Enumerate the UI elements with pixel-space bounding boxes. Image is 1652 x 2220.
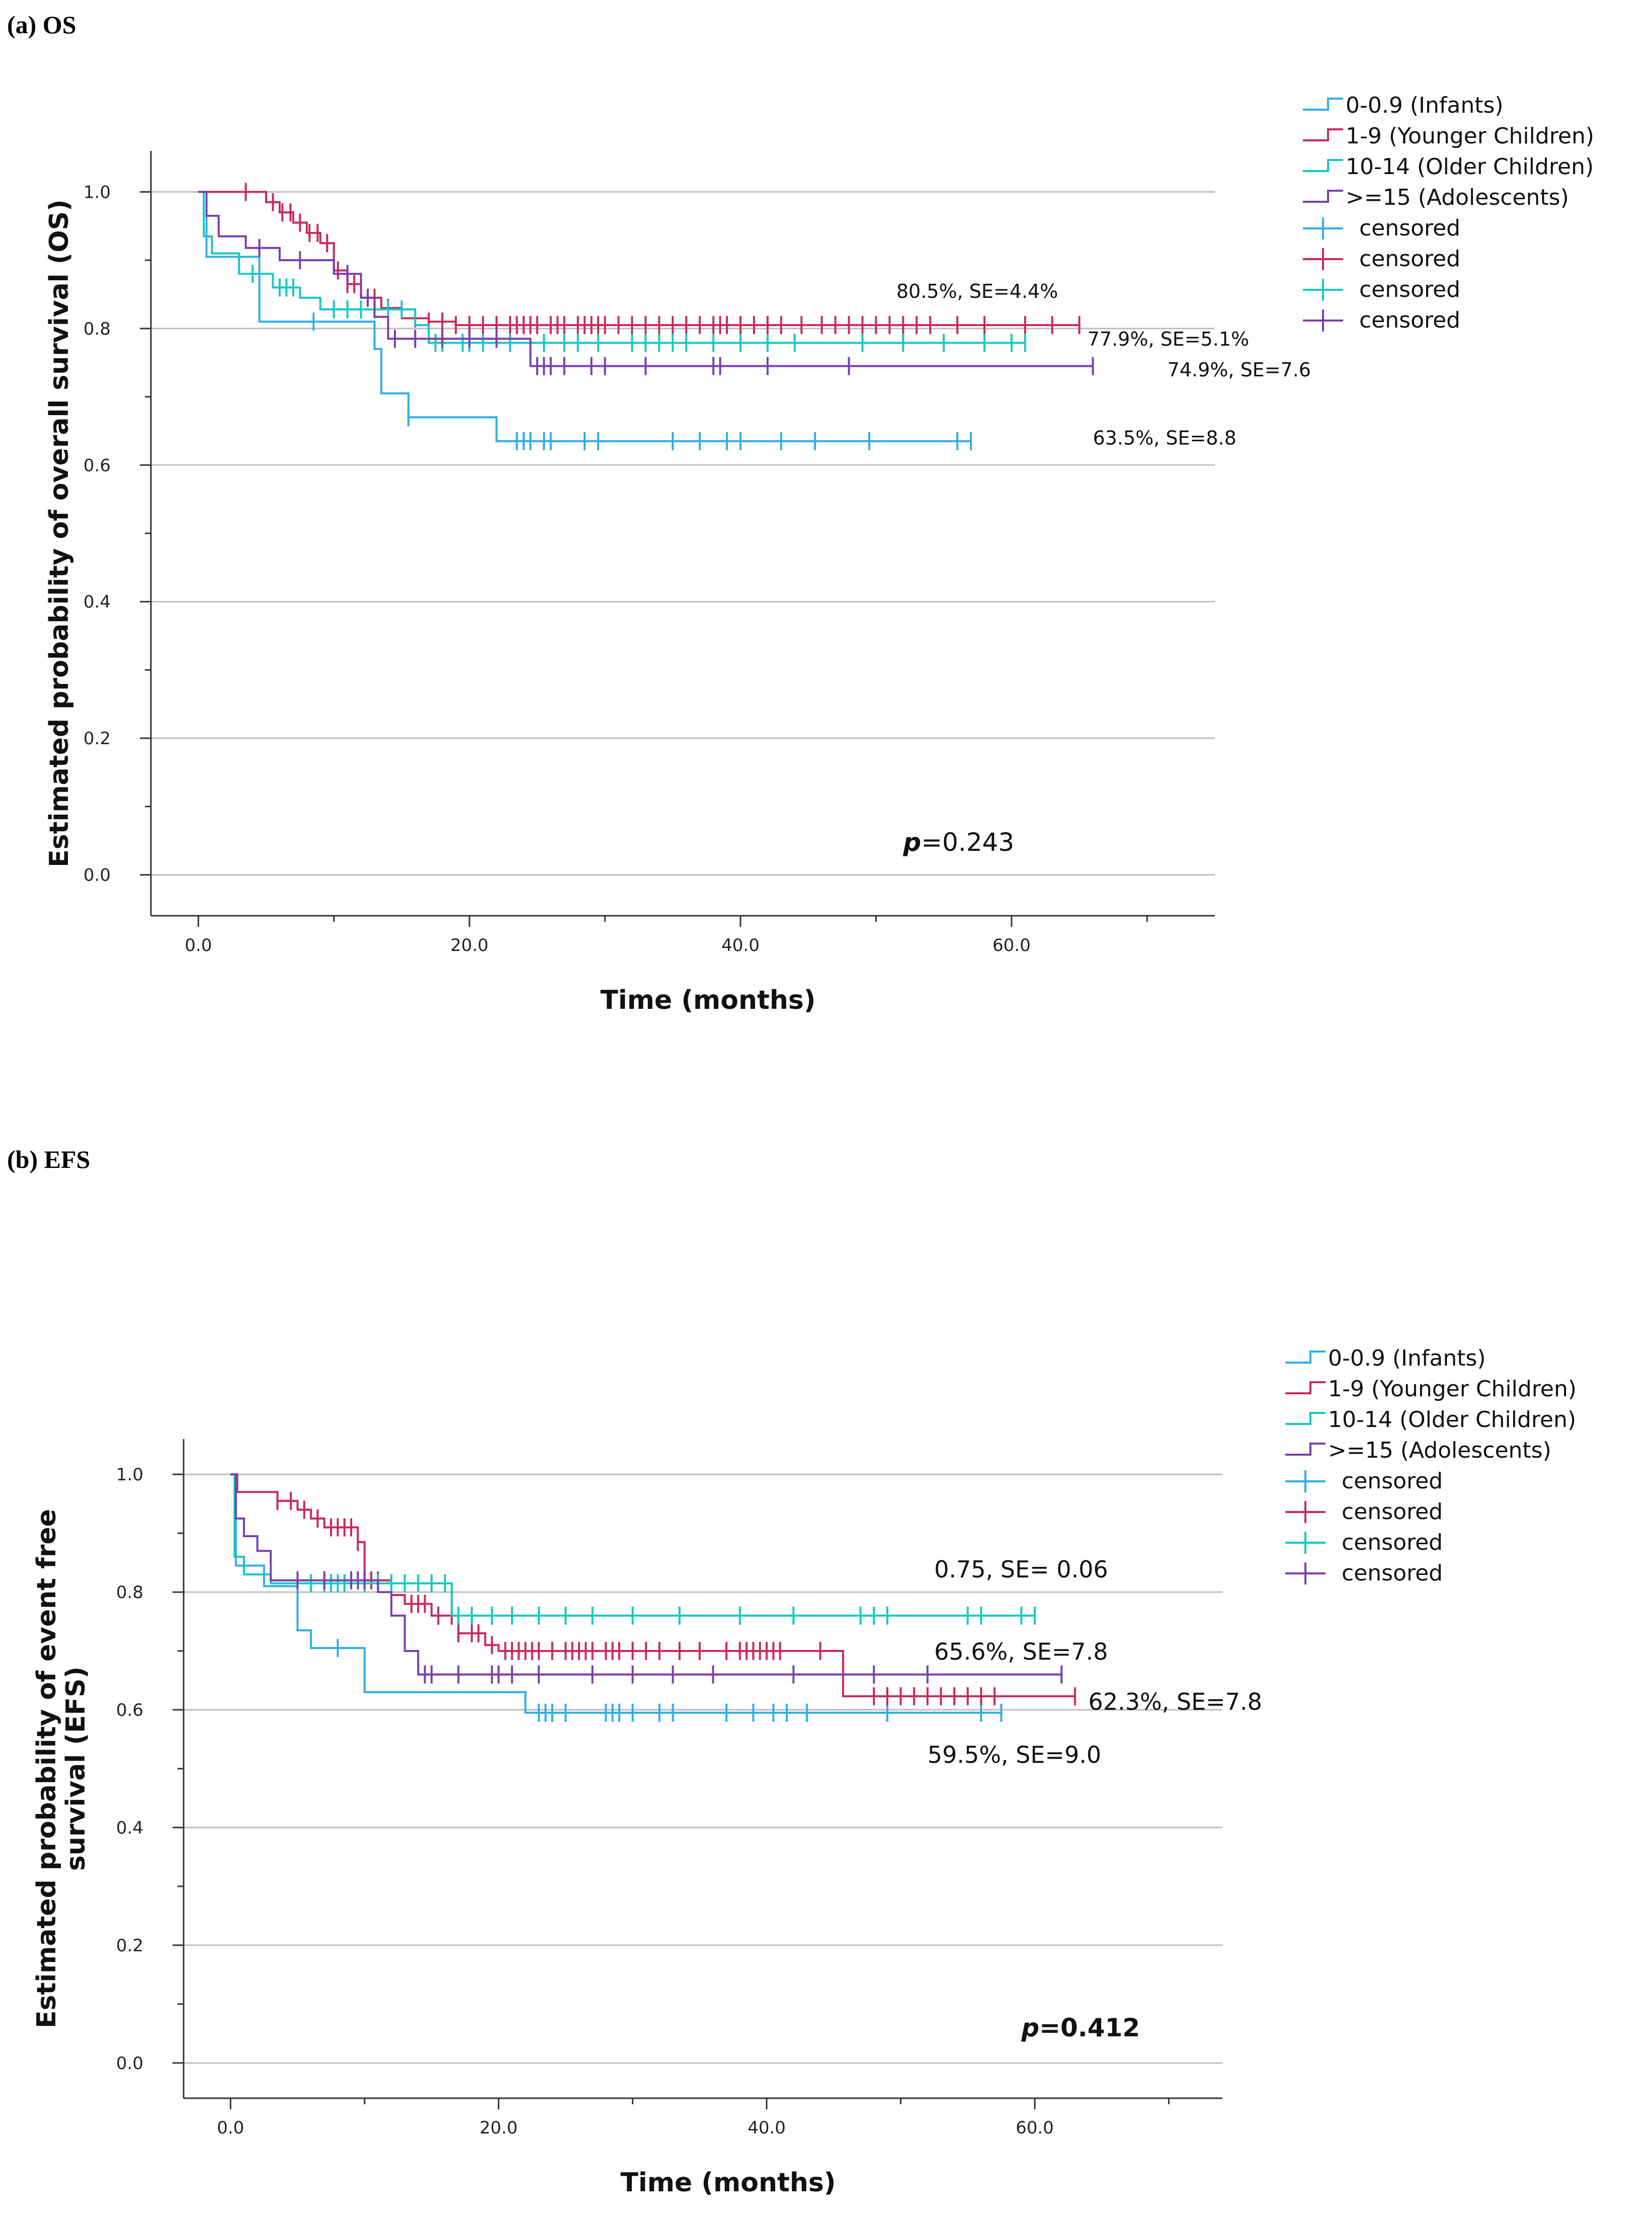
x-tick-label: 20.0 — [450, 935, 488, 956]
legend-label: censored — [1342, 1530, 1443, 1555]
survival-curve — [198, 191, 1093, 367]
legend-line-swatch — [1285, 1443, 1326, 1456]
os-chart: 0.0 0.2 0.4 0.6 0.8 1.0 0.0 20.0 40.0 60.0 Time (m… — [44, 93, 1594, 1015]
survival-curve — [198, 191, 971, 442]
y-tick-label: 0.4 — [84, 592, 111, 612]
legend-label: 0-0.9 (Infants) — [1328, 1345, 1486, 1371]
survival-curve — [198, 191, 1025, 344]
legend-label: 1-9 (Younger Children) — [1328, 1376, 1577, 1402]
y-tick-label: 0.6 — [84, 455, 111, 475]
survival-annotation: 62.3%, SE=7.8 — [1089, 1688, 1262, 1715]
legend-label: censored — [1342, 1468, 1443, 1494]
x-tick-label: 40.0 — [721, 935, 760, 956]
survival-annotation: 0.75, SE= 0.06 — [934, 1556, 1108, 1583]
legend-line-swatch — [1285, 1412, 1326, 1425]
x-axis-label: Time (months) — [620, 2168, 836, 2198]
y-tick-label: 0.8 — [84, 319, 111, 339]
legend-line-swatch — [1303, 128, 1343, 141]
legend-line-swatch — [1285, 1381, 1326, 1394]
y-tick-label: 1.0 — [116, 1465, 143, 1485]
legend-line-swatch — [1303, 159, 1343, 172]
survival-annotation: 80.5%, SE=4.4% — [896, 280, 1058, 302]
p-value-label: p=0.243 — [902, 828, 1014, 857]
legend-line-swatch — [1303, 190, 1343, 203]
survival-annotation: 63.5%, SE=8.8 — [1093, 427, 1236, 449]
legend-line-swatch — [1303, 98, 1343, 111]
legend-label: 0-0.9 (Infants) — [1346, 93, 1504, 118]
y-axis-label-line: survival (EFS) — [61, 1667, 91, 1871]
panel-label-os: (a) OS — [7, 11, 76, 39]
y-tick-label: 0.8 — [116, 1582, 143, 1603]
legend-label: 10-14 (Older Children) — [1328, 1407, 1576, 1433]
y-tick-label: 0.2 — [84, 729, 111, 749]
survival-annotation: 74.9%, SE=7.6 — [1168, 359, 1311, 381]
legend-label: censored — [1359, 307, 1460, 333]
legend-label: censored — [1359, 246, 1460, 272]
survival-annotation: 77.9%, SE=5.1% — [1088, 328, 1249, 350]
survival-annotation: 59.5%, SE=9.0 — [928, 1741, 1101, 1768]
legend-label: censored — [1359, 277, 1460, 302]
y-tick-label: 0.6 — [116, 1700, 143, 1720]
legend-label: 10-14 (Older Children) — [1346, 154, 1594, 180]
legend-line-swatch — [1285, 1351, 1326, 1364]
y-tick-label: 1.0 — [84, 182, 111, 202]
x-tick-label: 60.0 — [993, 935, 1031, 956]
x-tick-label: 20.0 — [479, 2118, 518, 2138]
legend-label: >=15 (Adolescents) — [1328, 1438, 1551, 1463]
x-tick-label: 0.0 — [217, 2118, 244, 2138]
x-axis-label: Time (months) — [600, 985, 815, 1015]
y-tick-label: 0.0 — [84, 865, 111, 886]
survival-annotation: 65.6%, SE=7.8 — [934, 1638, 1108, 1666]
legend-label: 1-9 (Younger Children) — [1346, 123, 1594, 149]
p-value-label: p=0.412 — [1021, 2013, 1140, 2042]
x-tick-label: 40.0 — [748, 2118, 786, 2138]
y-axis-label-line: Estimated probability of event free — [32, 1509, 62, 2028]
x-tick-label: 60.0 — [1016, 2118, 1054, 2138]
y-tick-label: 0.0 — [116, 2053, 143, 2074]
legend-label: censored — [1342, 1499, 1443, 1525]
x-tick-label: 0.0 — [185, 935, 212, 956]
survival-curve — [198, 191, 1080, 327]
panel-label-efs: (b) EFS — [7, 1145, 91, 1173]
legend-label: censored — [1342, 1560, 1443, 1586]
y-tick-label: 0.4 — [116, 1818, 143, 1838]
survival-curve — [230, 1473, 1002, 1714]
y-axis-label: Estimated probability of overall surviva… — [44, 199, 74, 867]
legend-label: >=15 (Adolescents) — [1346, 185, 1569, 210]
survival-curve — [230, 1473, 1035, 1617]
efs-chart: 0.0 0.2 0.4 0.6 0.8 1.0 0.0 20.0 40.0 60.0 Time (m… — [32, 1345, 1577, 2198]
y-tick-label: 0.2 — [116, 1936, 143, 1956]
legend-label: censored — [1359, 215, 1460, 241]
